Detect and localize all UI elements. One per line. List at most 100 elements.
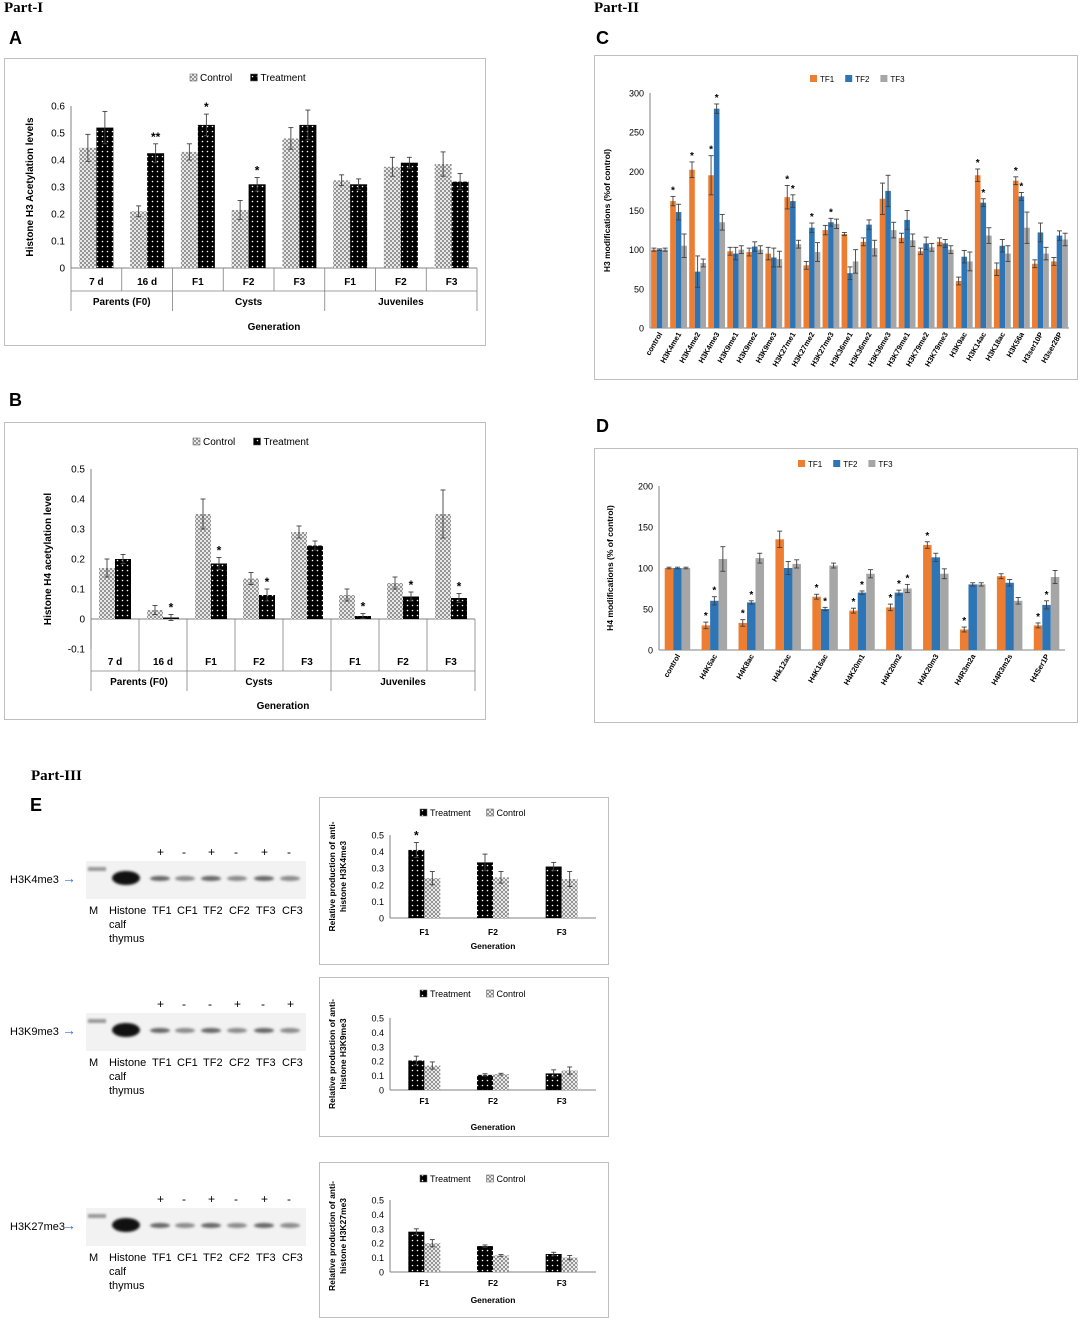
bar-tf1 <box>1051 261 1057 328</box>
bar-tf2 <box>783 568 793 650</box>
panel-c-letter: C <box>596 28 609 48</box>
bar-treatment <box>408 849 425 918</box>
y-tick-label: 0.2 <box>371 1057 384 1067</box>
significance-mark: * <box>1045 590 1049 601</box>
significance-mark: * <box>860 580 864 591</box>
sample-band <box>254 875 274 881</box>
x-category-label: F3 <box>445 657 457 668</box>
lane-label-subline: thymus <box>109 1280 145 1292</box>
y-tick-label: 0.1 <box>71 585 85 596</box>
y-axis-label: Relative production of anti-histone H3K4… <box>327 821 348 931</box>
bar-tf2 <box>1037 232 1044 328</box>
lane-sign: + <box>261 1192 269 1206</box>
legend-swatch <box>845 75 853 82</box>
sample-band <box>227 1027 247 1033</box>
y-tick-label: 0.1 <box>371 1071 384 1081</box>
legend-label: Control <box>200 73 232 84</box>
legend-label: TF2 <box>843 460 858 469</box>
x-category-label: F1 <box>192 277 204 288</box>
chart-b-h4-acetylation: -0.1 0 0.1 0.2 0.3 0.4 0.5 * * * * * * 7 d 16 d F1 F2 F3 F… <box>43 437 476 712</box>
significance-mark: * <box>409 578 414 592</box>
bar-tf3 <box>986 235 992 328</box>
bar-tf3 <box>909 240 916 328</box>
legend-label: Control <box>497 1174 526 1184</box>
legend-swatch <box>253 437 261 446</box>
bar-tf1 <box>727 251 733 328</box>
bar-control <box>99 568 115 619</box>
group-label: Parents (F0) <box>110 677 168 688</box>
lane-label: CF2 <box>229 905 250 917</box>
x-category-label: H4R3m2s <box>989 653 1014 687</box>
significance-mark: * <box>1014 166 1018 177</box>
bar-tf3 <box>890 230 897 328</box>
bar-treatment <box>451 181 469 268</box>
sample-band <box>150 1027 170 1033</box>
bar-treatment <box>403 596 419 619</box>
significance-mark: * <box>712 586 716 597</box>
bar-tf2 <box>751 246 758 328</box>
bar-tf2 <box>694 271 701 328</box>
sample-band <box>227 875 247 881</box>
histone-band <box>112 1218 140 1232</box>
y-tick-label: 0.4 <box>71 495 85 506</box>
x-category-label: F2 <box>243 277 255 288</box>
legend-label: Treatment <box>264 437 309 448</box>
significance-mark: * <box>810 212 814 223</box>
legend-swatch <box>419 1174 428 1183</box>
bar-tf2 <box>857 592 867 650</box>
chart-a-h3-acetylation: 00.10.20.30.40.50.6****7 d 16 d F1 F2 F3 F1 F2… <box>25 73 478 333</box>
chart-b-frame: -0.1 0 0.1 0.2 0.3 0.4 0.5 * * * * * * 7 d 16 d F1 F2 F3 F… <box>4 422 486 720</box>
significance-mark: * <box>709 145 713 156</box>
sample-band <box>201 875 221 881</box>
legend-label: Control <box>497 989 526 999</box>
lane-label-subline: calf <box>109 1071 127 1083</box>
significance-mark: * <box>204 100 209 114</box>
blot-arrow-icon: → <box>62 870 76 886</box>
bar-tf2 <box>980 202 987 328</box>
bar-tf2 <box>675 212 682 328</box>
bar-tf3 <box>967 261 973 328</box>
panel-d-letter: D <box>596 416 609 436</box>
bar-tf2 <box>809 227 815 328</box>
bar-tf3 <box>852 261 859 328</box>
y-tick-label: 50 <box>643 605 653 615</box>
bar-tf2 <box>713 108 720 328</box>
y-axis-label: Histone H3 Acetylation levels <box>25 117 36 257</box>
lane-sign: - <box>234 1192 238 1206</box>
part-3-title: Part-III <box>31 768 82 784</box>
y-tick-label: 0.5 <box>371 1014 384 1024</box>
x-axis-label: Generation <box>471 1122 516 1132</box>
panel-e-letter: E <box>30 795 43 815</box>
chart-e2-h3k9me3: 0 0.1 0.2 0.3 0.4 0.5 F1 F2 F3 Generation Relative… <box>327 989 596 1132</box>
sample-band <box>150 875 170 881</box>
x-category-label: 7 d <box>108 657 122 668</box>
bar-tf1 <box>898 237 905 328</box>
significance-mark: * <box>962 616 966 627</box>
y-tick-label: 0.4 <box>371 1210 384 1220</box>
significance-mark: * <box>905 573 909 584</box>
legend-swatch <box>250 73 258 82</box>
x-category-label: H4Ser1P <box>1028 653 1051 684</box>
group-label: Parents (F0) <box>93 297 151 308</box>
bar-tf3 <box>700 262 707 328</box>
bar-tf3 <box>757 249 764 328</box>
legend-label: TF3 <box>890 75 905 84</box>
legend-swatch <box>486 989 494 998</box>
y-tick-label: 0.2 <box>51 210 65 221</box>
bar-tf3 <box>681 245 687 328</box>
y-tick-label: 0.3 <box>71 525 85 536</box>
bar-tf1 <box>974 175 981 328</box>
bar-control <box>424 1243 441 1272</box>
lane-label: M <box>89 905 99 917</box>
bar-tf1 <box>849 610 858 650</box>
bar-treatment <box>115 559 131 619</box>
y-tick-label: 0.3 <box>371 1224 384 1234</box>
bar-tf2 <box>968 584 977 650</box>
bar-tf1 <box>841 234 848 328</box>
lane-label: CF2 <box>229 1252 250 1264</box>
histone-band <box>112 871 140 885</box>
chart-d-h4-modifications: 0 50 100 150 200 * * * * * * * * * * * * * * * control H4K5ac… <box>605 460 1065 687</box>
legend-label: TF3 <box>878 460 893 469</box>
lane-sign: + <box>208 1192 216 1206</box>
bar-control <box>424 1065 441 1090</box>
